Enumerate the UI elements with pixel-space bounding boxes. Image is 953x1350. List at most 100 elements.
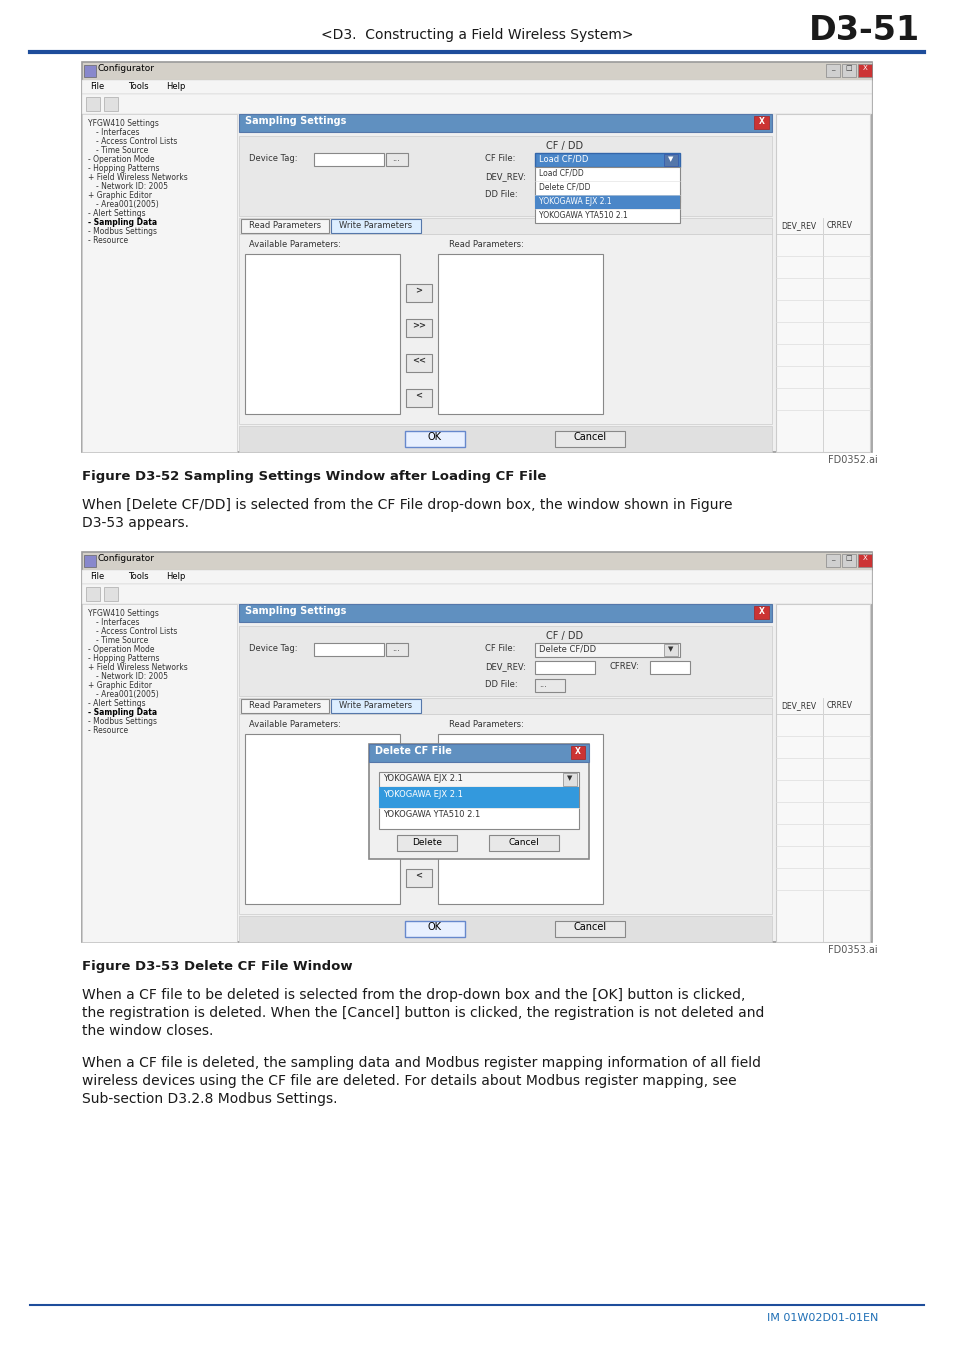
- Text: Configurator: Configurator: [98, 63, 154, 73]
- Text: YFGW410 Settings: YFGW410 Settings: [88, 119, 159, 128]
- Text: YOKOGAWA YTA510 2.3: YOKOGAWA YTA510 2.3: [538, 190, 627, 198]
- FancyBboxPatch shape: [82, 62, 871, 452]
- Text: - Time Source: - Time Source: [96, 636, 148, 645]
- FancyBboxPatch shape: [241, 699, 329, 713]
- Text: + Graphic Editor: + Graphic Editor: [88, 680, 152, 690]
- Text: DEV_REV: DEV_REV: [781, 701, 815, 710]
- FancyBboxPatch shape: [239, 427, 771, 452]
- FancyBboxPatch shape: [241, 219, 329, 234]
- Text: CF / DD: CF / DD: [546, 630, 583, 641]
- FancyBboxPatch shape: [82, 552, 871, 570]
- Text: YOKOGAWA EJX 2.1: YOKOGAWA EJX 2.1: [538, 197, 611, 207]
- Text: - Hopping Patterns: - Hopping Patterns: [88, 653, 159, 663]
- Text: Write Parameters: Write Parameters: [339, 221, 412, 230]
- Text: Delete CF File: Delete CF File: [375, 747, 452, 756]
- FancyBboxPatch shape: [753, 116, 768, 130]
- Text: CF File:: CF File:: [484, 154, 515, 163]
- Text: - Resource: - Resource: [88, 236, 128, 244]
- Text: - Operation Mode: - Operation Mode: [88, 645, 154, 653]
- Text: DD File:: DD File:: [484, 680, 517, 688]
- Text: <D3.  Constructing a Field Wireless System>: <D3. Constructing a Field Wireless Syste…: [320, 28, 633, 42]
- FancyBboxPatch shape: [86, 97, 100, 111]
- Text: DEV_REV:: DEV_REV:: [484, 171, 525, 181]
- FancyBboxPatch shape: [555, 921, 624, 937]
- Text: Read Parameters:: Read Parameters:: [449, 720, 523, 729]
- Text: Write Parameters: Write Parameters: [339, 701, 412, 710]
- FancyBboxPatch shape: [571, 747, 584, 759]
- Text: >: >: [416, 765, 422, 775]
- Text: <: <: [416, 392, 422, 400]
- Text: OK: OK: [428, 432, 441, 441]
- FancyBboxPatch shape: [555, 431, 624, 447]
- FancyBboxPatch shape: [378, 787, 578, 809]
- Text: Device Tag:: Device Tag:: [249, 154, 297, 163]
- Text: YOKOGAWA YTA510 2.1: YOKOGAWA YTA510 2.1: [382, 810, 479, 819]
- Text: ...: ...: [538, 680, 546, 688]
- FancyBboxPatch shape: [245, 254, 399, 414]
- Text: - Network ID: 2005: - Network ID: 2005: [96, 672, 168, 680]
- FancyBboxPatch shape: [314, 153, 384, 166]
- Text: D3-51: D3-51: [808, 14, 919, 47]
- Text: YOKOGAWA EJX 2.1: YOKOGAWA EJX 2.1: [382, 790, 462, 799]
- Text: IM 01W02D01-01EN: IM 01W02D01-01EN: [766, 1314, 877, 1323]
- Text: D3-53 appears.: D3-53 appears.: [82, 516, 189, 531]
- Text: - Sampling Data: - Sampling Data: [88, 707, 157, 717]
- Text: File: File: [90, 82, 104, 90]
- FancyBboxPatch shape: [239, 714, 771, 914]
- Text: Cancel: Cancel: [573, 922, 606, 931]
- Text: CF File:: CF File:: [484, 644, 515, 653]
- FancyBboxPatch shape: [331, 219, 420, 234]
- Text: X: X: [759, 117, 764, 126]
- FancyBboxPatch shape: [535, 153, 679, 167]
- Text: Configurator: Configurator: [98, 554, 154, 563]
- FancyBboxPatch shape: [825, 554, 840, 567]
- Text: DEV_REV: DEV_REV: [781, 221, 815, 230]
- FancyBboxPatch shape: [378, 787, 578, 829]
- Text: OK: OK: [428, 922, 441, 931]
- FancyBboxPatch shape: [663, 154, 678, 166]
- Text: Delete: Delete: [412, 838, 441, 846]
- Text: Load CF/DD: Load CF/DD: [538, 154, 588, 163]
- Text: YFGW410 Settings: YFGW410 Settings: [88, 609, 159, 618]
- Text: - Operation Mode: - Operation Mode: [88, 155, 154, 163]
- Text: X: X: [575, 747, 580, 756]
- Text: - Modbus Settings: - Modbus Settings: [88, 227, 157, 236]
- FancyBboxPatch shape: [535, 194, 679, 209]
- Text: CRREV: CRREV: [826, 221, 852, 230]
- Text: Figure D3-52 Sampling Settings Window after Loading CF File: Figure D3-52 Sampling Settings Window af…: [82, 470, 546, 483]
- FancyBboxPatch shape: [82, 603, 236, 942]
- Text: Delete CF/DD: Delete CF/DD: [538, 184, 590, 192]
- FancyBboxPatch shape: [82, 62, 871, 80]
- Text: - Time Source: - Time Source: [96, 146, 148, 155]
- Text: <<: <<: [412, 836, 426, 845]
- Text: Delete CF/DD: Delete CF/DD: [538, 644, 596, 653]
- Text: Read Parameters: Read Parameters: [249, 221, 321, 230]
- FancyBboxPatch shape: [406, 834, 432, 852]
- Text: ▼: ▼: [668, 647, 673, 652]
- Text: CRREV: CRREV: [826, 701, 852, 710]
- Text: - Interfaces: - Interfaces: [96, 618, 139, 626]
- FancyBboxPatch shape: [82, 95, 871, 113]
- Text: □: □: [844, 65, 851, 72]
- FancyBboxPatch shape: [535, 643, 679, 657]
- FancyBboxPatch shape: [663, 644, 678, 656]
- FancyBboxPatch shape: [239, 917, 771, 942]
- Text: ▼: ▼: [567, 775, 572, 782]
- FancyBboxPatch shape: [825, 63, 840, 77]
- Text: FD0353.ai: FD0353.ai: [827, 945, 877, 954]
- FancyBboxPatch shape: [84, 65, 96, 77]
- FancyBboxPatch shape: [239, 603, 771, 622]
- Text: Sampling Settings: Sampling Settings: [245, 606, 346, 616]
- FancyBboxPatch shape: [562, 774, 577, 786]
- Text: - Access Control Lists: - Access Control Lists: [96, 626, 177, 636]
- Text: FD0352.ai: FD0352.ai: [827, 455, 877, 464]
- FancyBboxPatch shape: [82, 552, 871, 942]
- Text: - Resource: - Resource: [88, 726, 128, 734]
- Text: - Modbus Settings: - Modbus Settings: [88, 717, 157, 726]
- Text: Read Parameters: Read Parameters: [249, 701, 321, 710]
- FancyBboxPatch shape: [406, 389, 432, 406]
- Text: Tools: Tools: [128, 572, 149, 580]
- FancyBboxPatch shape: [239, 136, 771, 216]
- Text: <: <: [416, 871, 422, 880]
- FancyBboxPatch shape: [386, 643, 408, 656]
